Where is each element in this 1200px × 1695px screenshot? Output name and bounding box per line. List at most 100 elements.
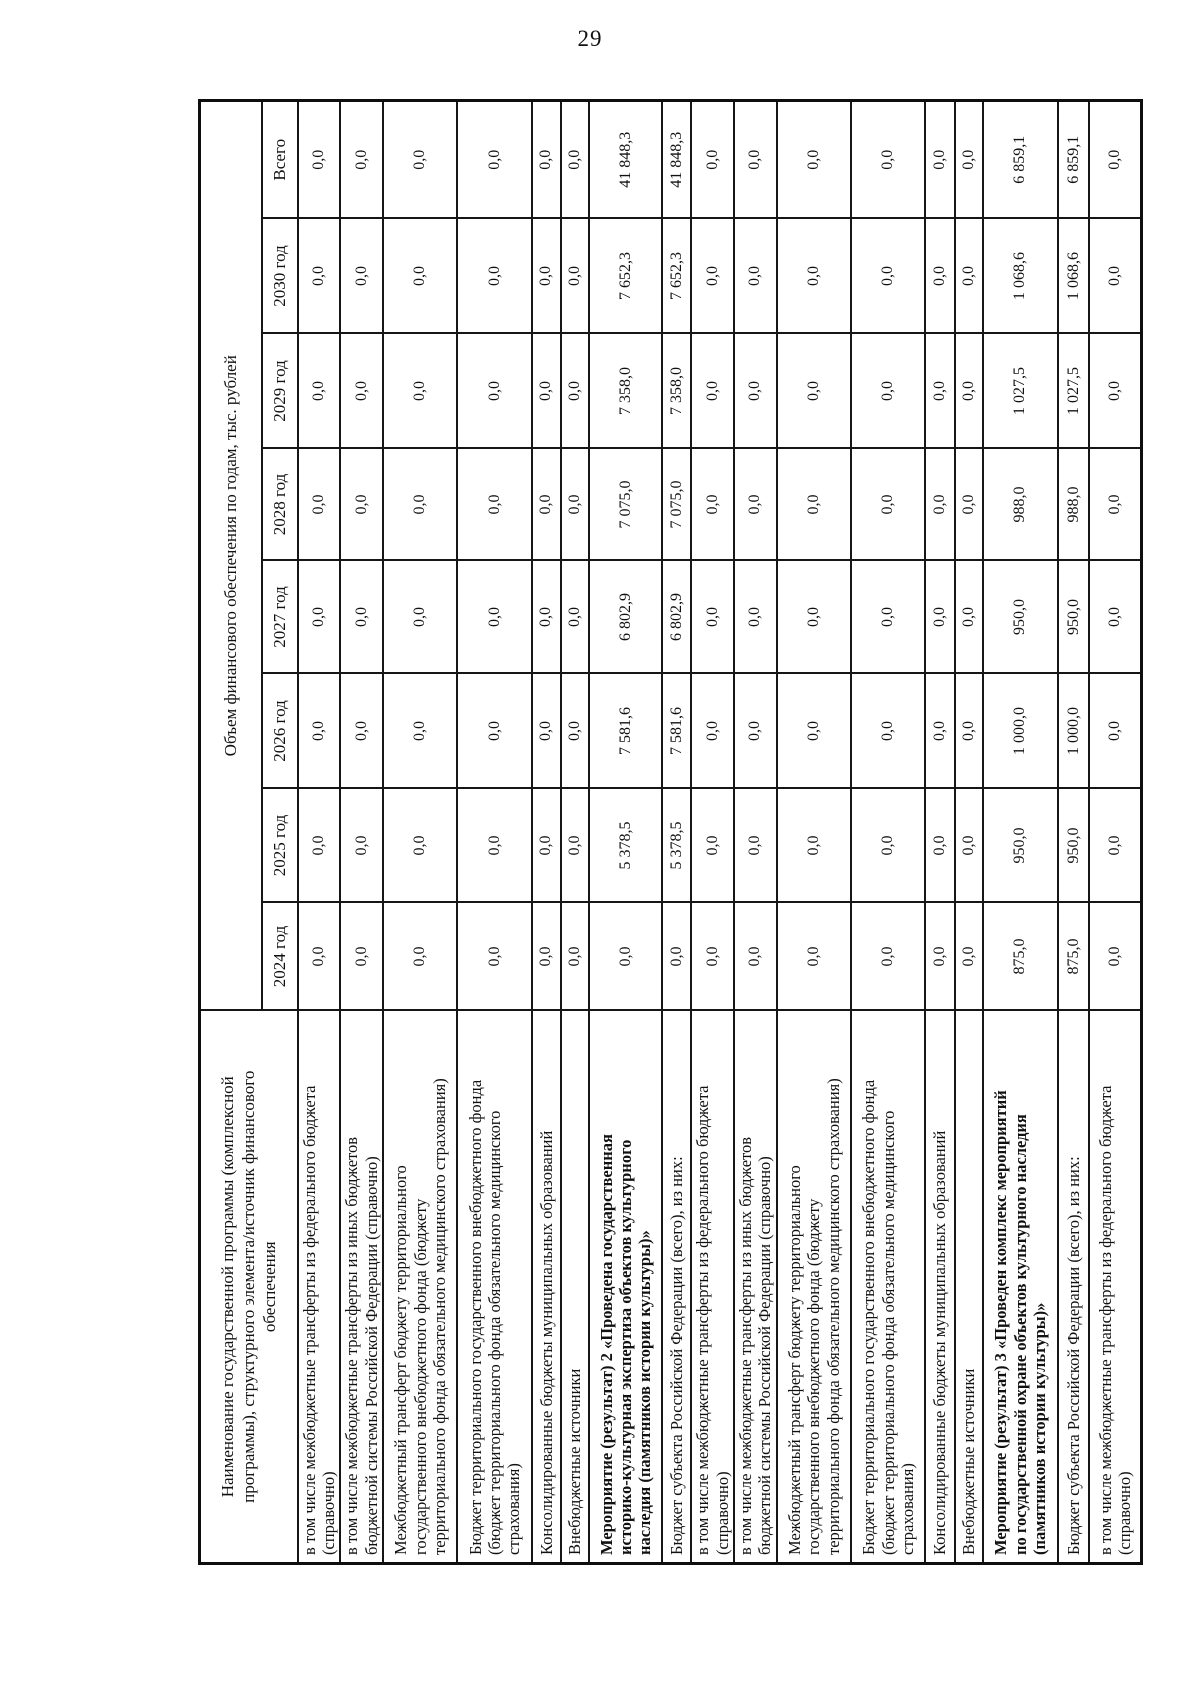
value-cell: 0,0 xyxy=(340,560,384,674)
value-cell: 0,0 xyxy=(297,788,341,903)
year-column-header-2025: 2025 год xyxy=(261,788,298,903)
value-cell: 0,0 xyxy=(297,448,341,561)
value-cell: 0,0 xyxy=(383,560,458,674)
value-cell: 0,0 xyxy=(691,902,735,1011)
value-cell: 0,0 xyxy=(297,218,341,334)
value-cell: 0,0 xyxy=(851,448,926,561)
value-cell: 0,0 xyxy=(340,218,384,334)
value-cell: 41 848,3 xyxy=(662,100,692,219)
value-cell: 0,0 xyxy=(1089,673,1142,789)
value-cell: 0,0 xyxy=(340,788,384,903)
value-cell: 0,0 xyxy=(531,333,561,449)
value-cell: 0,0 xyxy=(954,560,983,674)
value-cell: 0,0 xyxy=(925,218,955,334)
value-cell: 0,0 xyxy=(954,673,983,789)
value-cell: 0,0 xyxy=(734,788,777,903)
value-cell: 0,0 xyxy=(457,333,532,449)
value-cell: 0,0 xyxy=(297,333,341,449)
row-label: Мероприятие (результат) 2 «Проведена гос… xyxy=(588,1010,663,1564)
value-cell: 0,0 xyxy=(383,902,458,1011)
table-row: Бюджет территориального государственного… xyxy=(851,100,926,1564)
value-cell: 0,0 xyxy=(691,218,735,334)
value-cell: 0,0 xyxy=(457,902,532,1011)
value-cell: 988,0 xyxy=(982,448,1059,561)
value-cell: 1 068,6 xyxy=(1058,218,1090,334)
value-cell: 950,0 xyxy=(982,560,1059,674)
year-column-header-2027: 2027 год xyxy=(261,560,298,674)
value-cell: 6 802,9 xyxy=(662,560,692,674)
value-cell: 0,0 xyxy=(1089,333,1142,449)
value-cell: 0,0 xyxy=(457,448,532,561)
value-cell: 7 358,0 xyxy=(662,333,692,449)
value-cell: 0,0 xyxy=(297,902,341,1011)
name-column-header: Наименование государственной программы (… xyxy=(199,1010,298,1564)
value-cell: 0,0 xyxy=(340,448,384,561)
value-cell: 0,0 xyxy=(954,218,983,334)
table-row: Мероприятие (результат) 2 «Проведена гос… xyxy=(588,100,663,1564)
value-cell: 0,0 xyxy=(776,218,852,334)
table-header-row-group: Наименование государственной программы (… xyxy=(199,100,298,1564)
value-cell: 0,0 xyxy=(662,902,692,1011)
value-cell: 0,0 xyxy=(734,902,777,1011)
row-label: Бюджет территориального государственного… xyxy=(457,1010,532,1564)
value-cell: 7 652,3 xyxy=(662,218,692,334)
value-cell: 0,0 xyxy=(383,788,458,903)
value-cell: 0,0 xyxy=(531,902,561,1011)
value-cell: 0,0 xyxy=(1089,902,1142,1011)
value-cell: 0,0 xyxy=(560,218,589,334)
table-row: Консолидированные бюджеты муниципальных … xyxy=(925,100,955,1564)
value-cell: 0,0 xyxy=(851,788,926,903)
value-cell: 0,0 xyxy=(954,902,983,1011)
value-cell: 0,0 xyxy=(340,333,384,449)
value-cell: 0,0 xyxy=(531,560,561,674)
row-label: Бюджет субъекта Российской Федерации (вс… xyxy=(1058,1010,1090,1564)
year-column-header-2028: 2028 год xyxy=(261,448,298,561)
value-cell: 1 027,5 xyxy=(982,333,1059,449)
value-cell: 0,0 xyxy=(925,333,955,449)
value-cell: 7 358,0 xyxy=(588,333,663,449)
row-label: в том числе межбюджетные трансферты из ф… xyxy=(691,1010,735,1564)
value-cell: 0,0 xyxy=(588,902,663,1011)
year-column-header-2024: 2024 год xyxy=(261,902,298,1011)
value-cell: 0,0 xyxy=(734,448,777,561)
value-cell: 1 068,6 xyxy=(982,218,1059,334)
value-cell: 0,0 xyxy=(560,333,589,449)
value-cell: 0,0 xyxy=(560,448,589,561)
value-cell: 0,0 xyxy=(383,100,458,219)
value-cell: 0,0 xyxy=(1089,788,1142,903)
value-cell: 7 652,3 xyxy=(588,218,663,334)
value-cell: 0,0 xyxy=(925,448,955,561)
value-cell: 0,0 xyxy=(531,448,561,561)
value-cell: 0,0 xyxy=(776,560,852,674)
value-cell: 0,0 xyxy=(851,902,926,1011)
table-row: в том числе межбюджетные трансферты из и… xyxy=(340,100,384,1564)
value-cell: 0,0 xyxy=(297,673,341,789)
row-label: Внебюджетные источники xyxy=(954,1010,983,1564)
value-cell: 0,0 xyxy=(531,788,561,903)
row-label: Межбюджетный трансферт бюджету территори… xyxy=(383,1010,458,1564)
value-cell: 7 075,0 xyxy=(662,448,692,561)
value-cell: 1 000,0 xyxy=(1058,673,1090,789)
value-cell: 0,0 xyxy=(954,788,983,903)
value-cell: 0,0 xyxy=(925,560,955,674)
value-cell: 0,0 xyxy=(691,448,735,561)
value-cell: 0,0 xyxy=(1089,218,1142,334)
value-cell: 0,0 xyxy=(734,100,777,219)
table-row: в том числе межбюджетные трансферты из ф… xyxy=(297,100,341,1564)
value-cell: 875,0 xyxy=(982,902,1059,1011)
value-cell: 0,0 xyxy=(340,902,384,1011)
year-column-header-2026: 2026 год xyxy=(261,673,298,789)
value-cell: 0,0 xyxy=(383,673,458,789)
table-row: Внебюджетные источники 0,0 0,0 0,0 0,0 0,0 0,0… xyxy=(560,100,589,1564)
value-cell: 0,0 xyxy=(457,788,532,903)
value-cell: 0,0 xyxy=(1089,448,1142,561)
value-cell: 0,0 xyxy=(691,100,735,219)
value-cell: 0,0 xyxy=(734,333,777,449)
value-cell: 0,0 xyxy=(383,448,458,561)
value-cell: 0,0 xyxy=(531,218,561,334)
value-cell: 5 378,5 xyxy=(662,788,692,903)
value-cell: 0,0 xyxy=(340,673,384,789)
table-body: в том числе межбюджетные трансферты из ф… xyxy=(297,100,1142,1564)
rotated-table-container: Наименование государственной программы (… xyxy=(198,98,1143,1565)
value-cell: 0,0 xyxy=(1089,560,1142,674)
